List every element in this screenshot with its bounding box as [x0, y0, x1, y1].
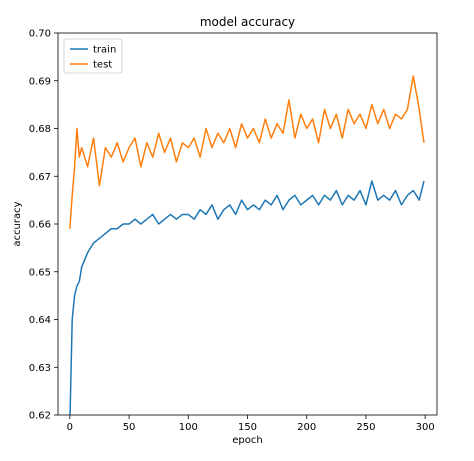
x-tick-label: 150: [238, 422, 257, 433]
x-tick-label: 300: [416, 422, 435, 433]
series-line-test: [69, 75, 425, 229]
x-tick-label: 100: [179, 422, 198, 433]
y-tick-label: 0.69: [29, 76, 51, 87]
y-axis: 0.62 0.63 0.64 0.65 0.66 0.67 0.68 0.69 0.70: [29, 29, 58, 422]
y-tick-label: 0.63: [29, 363, 51, 374]
x-axis-label: epoch: [232, 435, 262, 446]
y-tick-label: 0.64: [29, 315, 51, 326]
y-tick-label: 0.62: [29, 411, 51, 422]
legend: train test: [63, 38, 123, 74]
y-tick-label: 0.65: [29, 267, 51, 278]
chart-title: model accuracy: [200, 15, 295, 29]
legend-label-test: test: [93, 60, 112, 71]
legend-label-train: train: [93, 45, 116, 56]
x-tick-label: 250: [356, 422, 375, 433]
x-axis: 0 50 100 150 200 250 300: [67, 415, 435, 433]
y-tick-label: 0.68: [29, 124, 51, 135]
y-axis-label: accuracy: [12, 201, 23, 246]
x-tick-label: 200: [297, 422, 316, 433]
series-layer: [69, 75, 425, 415]
y-tick-label: 0.70: [29, 29, 51, 40]
series-line-train: [69, 180, 425, 415]
y-tick-label: 0.66: [29, 220, 51, 231]
x-tick-label: 50: [123, 422, 136, 433]
x-tick-label: 0: [67, 422, 73, 433]
y-tick-label: 0.67: [29, 172, 51, 183]
